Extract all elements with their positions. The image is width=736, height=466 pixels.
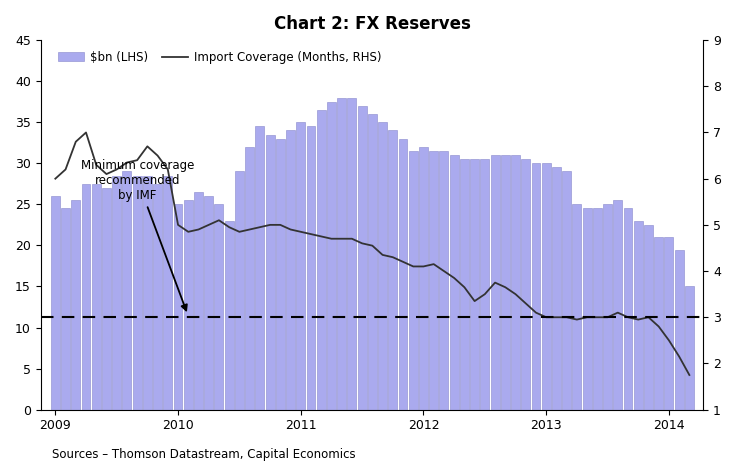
Bar: [235, 171, 244, 410]
Bar: [419, 147, 428, 410]
Bar: [153, 184, 162, 410]
Legend: $bn (LHS), Import Coverage (Months, RHS): $bn (LHS), Import Coverage (Months, RHS): [53, 46, 386, 69]
Bar: [194, 192, 203, 410]
Bar: [593, 208, 602, 410]
Bar: [174, 205, 183, 410]
Bar: [399, 139, 408, 410]
Bar: [491, 155, 500, 410]
Bar: [245, 147, 254, 410]
Bar: [71, 200, 80, 410]
Bar: [562, 171, 571, 410]
Bar: [184, 200, 193, 410]
Bar: [665, 237, 673, 410]
Bar: [82, 184, 91, 410]
Bar: [51, 196, 60, 410]
Bar: [481, 159, 489, 410]
Bar: [389, 130, 397, 410]
Bar: [358, 106, 367, 410]
Bar: [583, 208, 592, 410]
Bar: [552, 167, 561, 410]
Bar: [337, 97, 346, 410]
Bar: [542, 163, 551, 410]
Bar: [297, 122, 305, 410]
Bar: [623, 208, 632, 410]
Text: Sources – Thomson Datastream, Capital Economics: Sources – Thomson Datastream, Capital Ec…: [52, 448, 355, 461]
Bar: [685, 287, 694, 410]
Bar: [603, 205, 612, 410]
Bar: [214, 205, 224, 410]
Bar: [316, 110, 325, 410]
Bar: [500, 155, 510, 410]
Bar: [368, 114, 377, 410]
Bar: [255, 126, 264, 410]
Bar: [143, 176, 152, 410]
Bar: [634, 221, 643, 410]
Bar: [573, 205, 581, 410]
Bar: [470, 159, 479, 410]
Bar: [276, 139, 285, 410]
Bar: [327, 102, 336, 410]
Bar: [224, 221, 233, 410]
Bar: [675, 249, 684, 410]
Bar: [429, 151, 438, 410]
Bar: [92, 184, 101, 410]
Bar: [511, 155, 520, 410]
Bar: [132, 176, 141, 410]
Bar: [439, 151, 448, 410]
Bar: [61, 208, 70, 410]
Bar: [378, 122, 387, 410]
Bar: [531, 163, 540, 410]
Bar: [613, 200, 622, 410]
Bar: [460, 159, 469, 410]
Bar: [450, 155, 459, 410]
Text: Minimum coverage
recommended
by IMF: Minimum coverage recommended by IMF: [81, 159, 194, 310]
Bar: [266, 135, 275, 410]
Bar: [408, 151, 418, 410]
Bar: [521, 159, 530, 410]
Bar: [286, 130, 295, 410]
Bar: [347, 97, 356, 410]
Bar: [205, 196, 213, 410]
Title: Chart 2: FX Reserves: Chart 2: FX Reserves: [274, 15, 470, 33]
Bar: [112, 176, 121, 410]
Bar: [102, 188, 111, 410]
Bar: [654, 237, 663, 410]
Bar: [306, 126, 316, 410]
Bar: [644, 225, 653, 410]
Bar: [122, 171, 131, 410]
Bar: [163, 176, 172, 410]
